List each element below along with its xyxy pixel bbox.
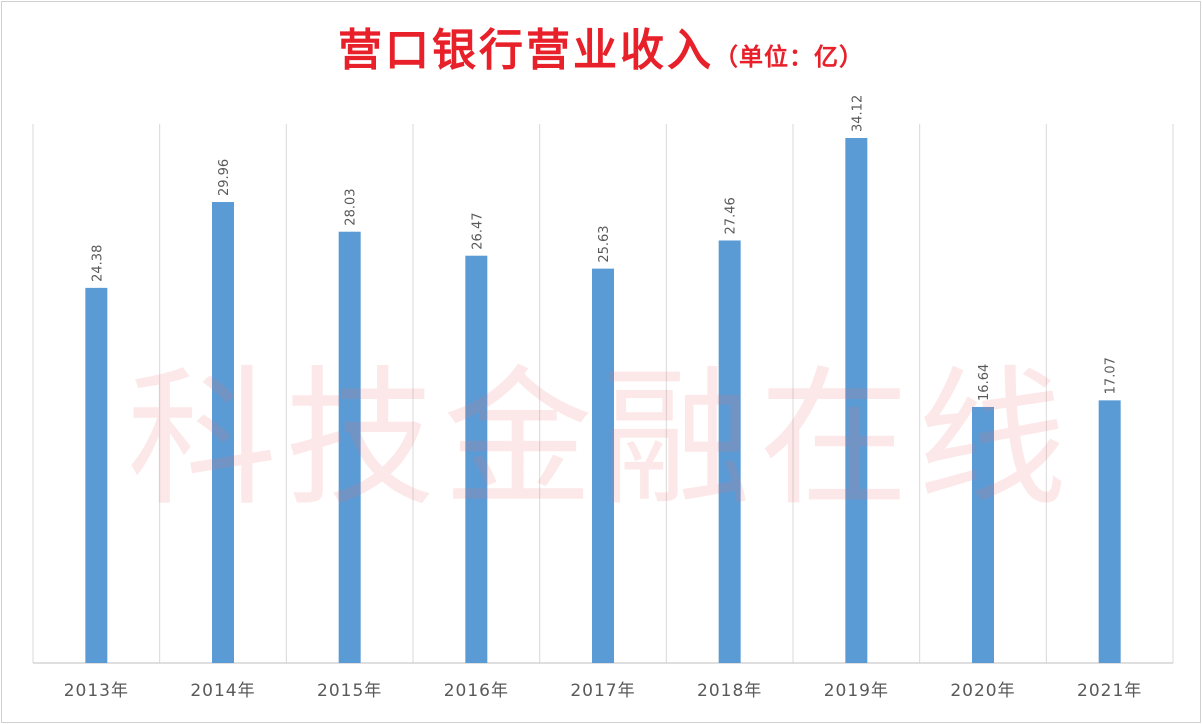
- data-label: 28.03: [344, 188, 359, 225]
- x-tick-label: 2020年: [950, 681, 1015, 701]
- x-tick-label: 2016年: [444, 681, 509, 701]
- bar-2017年: [592, 268, 614, 663]
- bar-2016年: [465, 255, 488, 664]
- bar-2021年: [1098, 400, 1121, 663]
- data-label: 26.47: [470, 212, 485, 249]
- x-tick-label: 2017年: [570, 681, 635, 701]
- data-label: 29.96: [217, 159, 232, 196]
- data-label: 27.46: [724, 197, 739, 234]
- bar-2018年: [718, 240, 741, 663]
- data-label: 17.07: [1104, 357, 1119, 394]
- bar-2019年: [845, 138, 868, 663]
- data-label: 24.38: [90, 245, 105, 282]
- data-label: 25.63: [597, 225, 612, 262]
- chart-title-main: 营口银行营业收入: [338, 25, 714, 76]
- bar-2014年: [212, 202, 234, 663]
- x-tick-label: 2019年: [824, 681, 889, 701]
- bar-2020年: [972, 406, 994, 663]
- x-tick-label: 2018年: [697, 681, 762, 701]
- chart-title: 营口银行营业收入（单位：亿）: [0, 14, 1202, 78]
- x-tick-label: 2013年: [64, 681, 129, 701]
- data-label: 34.12: [850, 95, 865, 132]
- x-tick-label: 2015年: [317, 681, 382, 701]
- chart-title-unit: （单位：亿）: [714, 42, 864, 71]
- x-tick-label: 2014年: [190, 681, 255, 701]
- bar-2013年: [85, 287, 108, 663]
- bar-2015年: [338, 231, 361, 663]
- data-label: 16.64: [977, 364, 992, 401]
- x-tick-label: 2021年: [1077, 681, 1142, 701]
